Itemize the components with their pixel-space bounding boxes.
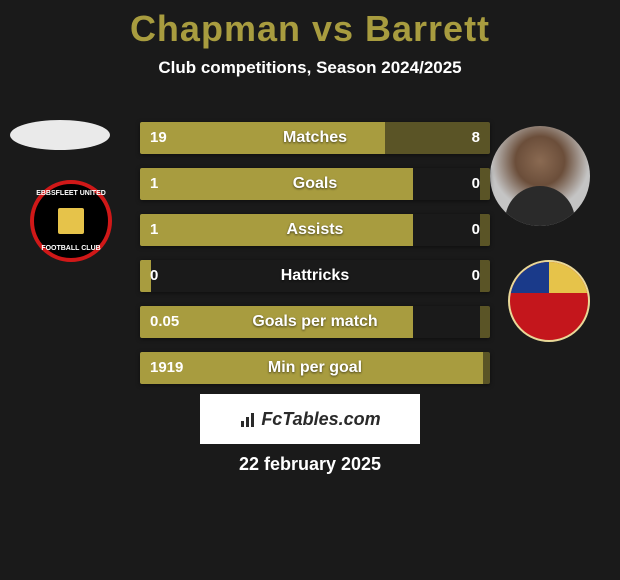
stat-label: Matches — [140, 122, 490, 154]
stat-row: 0.05 Goals per match — [140, 306, 490, 338]
club-badge-text: EBBSFLEET UNITED — [34, 190, 108, 197]
stat-value-right: 0 — [472, 260, 480, 292]
watermark: FcTables.com — [239, 409, 380, 430]
player-right-avatar — [490, 126, 590, 226]
chart-icon — [239, 411, 257, 429]
stat-value-right: 0 — [472, 168, 480, 200]
stat-label: Goals per match — [140, 306, 490, 338]
stat-row: 19 Matches 8 — [140, 122, 490, 154]
stat-label: Assists — [140, 214, 490, 246]
club-badge-text: FOOTBALL CLUB — [34, 245, 108, 252]
player-left-avatar — [10, 120, 110, 150]
player-left-club-badge: EBBSFLEET UNITED FOOTBALL CLUB — [30, 180, 112, 262]
watermark-box: FcTables.com — [200, 394, 420, 444]
stat-value-right: 8 — [472, 122, 480, 154]
stat-label: Min per goal — [140, 352, 490, 384]
stat-row: 1 Goals 0 — [140, 168, 490, 200]
stat-value-right: 0 — [472, 214, 480, 246]
watermark-text: FcTables.com — [261, 409, 380, 429]
stat-row: 0 Hattricks 0 — [140, 260, 490, 292]
stat-row: 1919 Min per goal — [140, 352, 490, 384]
footer-date: 22 february 2025 — [0, 454, 620, 475]
stat-label: Hattricks — [140, 260, 490, 292]
stats-container: 19 Matches 8 1 Goals 0 1 Assists 0 0 Hat… — [140, 122, 490, 398]
stat-row: 1 Assists 0 — [140, 214, 490, 246]
page-title: Chapman vs Barrett — [0, 0, 620, 50]
subtitle: Club competitions, Season 2024/2025 — [0, 58, 620, 78]
player-right-club-badge — [508, 260, 590, 342]
stat-label: Goals — [140, 168, 490, 200]
